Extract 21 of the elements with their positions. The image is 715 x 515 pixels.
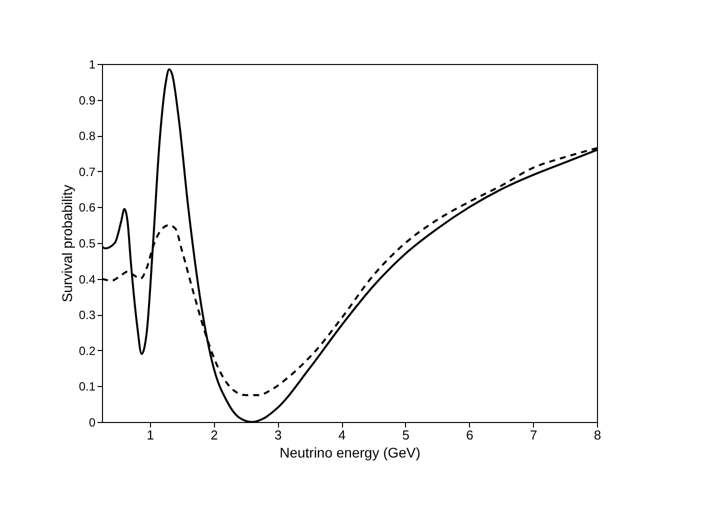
y-tick-label: 0.2 [78,344,96,358]
y-tick-label: 1 [88,58,96,72]
y-axis-title: Survival probability [58,184,75,302]
y-tick-label: 0.3 [78,308,96,322]
x-tick-label: 4 [338,428,346,442]
x-tick-label: 3 [274,428,282,442]
x-tick-label: 1 [146,428,154,442]
x-tick-label: 2 [210,428,218,442]
y-tick-label: 0.8 [78,129,96,144]
y-tick-label: 0.6 [78,200,96,215]
y-tick-label: 0 [88,416,96,430]
x-axis-title: Neutrino energy (GeV) [280,444,420,460]
y-tick-label: 0.9 [78,93,96,108]
x-tick-label: 6 [466,428,474,442]
x-tick-label: 7 [530,428,538,442]
y-tick-label: 0.5 [78,236,96,250]
y-tick-label: 0.7 [78,164,96,179]
x-tick-label: 5 [402,428,410,442]
x-tick-label: 8 [594,428,602,442]
y-tick-label: 0.4 [78,272,96,286]
y-tick-label: 0.1 [78,380,96,394]
